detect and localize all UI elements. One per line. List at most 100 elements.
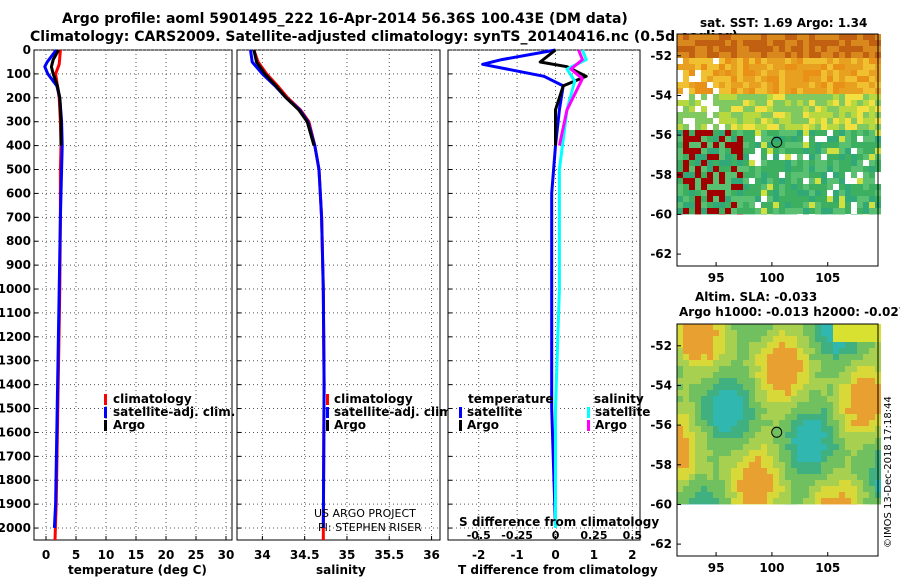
legend-label-t-argo: Argo bbox=[467, 418, 499, 432]
map-cell bbox=[737, 190, 743, 196]
map-cell bbox=[779, 390, 785, 396]
map-cell bbox=[707, 136, 713, 142]
map-cell bbox=[863, 342, 869, 348]
map-cell bbox=[767, 330, 773, 336]
map-cell bbox=[725, 408, 731, 414]
map-cell bbox=[863, 94, 869, 100]
map-cell bbox=[707, 462, 713, 468]
map-cell bbox=[863, 58, 869, 64]
map-cell bbox=[779, 474, 785, 480]
map-cell bbox=[797, 486, 803, 492]
x-tick-label: -1 bbox=[510, 548, 523, 562]
map-cell bbox=[815, 354, 821, 360]
map-cell bbox=[815, 46, 821, 52]
map-cell bbox=[815, 58, 821, 64]
map-cell bbox=[689, 166, 695, 172]
map-cell bbox=[863, 208, 869, 214]
map-cell bbox=[713, 130, 719, 136]
map-cell bbox=[791, 130, 797, 136]
map-cell bbox=[845, 106, 851, 112]
map-cell bbox=[845, 390, 851, 396]
map-cell bbox=[863, 396, 869, 402]
map-cell bbox=[719, 166, 725, 172]
map-cell bbox=[779, 58, 785, 64]
map-cell bbox=[743, 348, 749, 354]
legend-label-climatology: climatology bbox=[334, 392, 413, 406]
map-cell bbox=[761, 40, 767, 46]
map-cell bbox=[737, 360, 743, 366]
map-cell bbox=[737, 142, 743, 148]
map-cell bbox=[755, 100, 761, 106]
map-cell bbox=[791, 330, 797, 336]
map-cell bbox=[731, 118, 737, 124]
map-cell bbox=[677, 130, 683, 136]
t-difference-axis-labels: -2 -1 0 1 2 bbox=[472, 548, 636, 562]
map-cell bbox=[755, 166, 761, 172]
map-cell bbox=[725, 414, 731, 420]
map-cell bbox=[731, 178, 737, 184]
map-cell bbox=[701, 432, 707, 438]
map-cell bbox=[761, 34, 767, 40]
map-cell bbox=[707, 70, 713, 76]
map-cell bbox=[713, 408, 719, 414]
map-cell bbox=[797, 94, 803, 100]
map-cell bbox=[809, 130, 815, 136]
map-cell bbox=[683, 474, 689, 480]
map-cell bbox=[731, 432, 737, 438]
map-cell bbox=[869, 46, 875, 52]
map-cell bbox=[719, 324, 725, 330]
map-cell bbox=[845, 58, 851, 64]
map-cell bbox=[749, 390, 755, 396]
map-cell bbox=[857, 166, 863, 172]
map-cell bbox=[713, 40, 719, 46]
map-cell bbox=[827, 196, 833, 202]
map-cell bbox=[773, 166, 779, 172]
map-cell bbox=[743, 46, 749, 52]
map-cell bbox=[713, 456, 719, 462]
map-cell bbox=[707, 76, 713, 82]
map-cell bbox=[785, 432, 791, 438]
map-cell bbox=[851, 106, 857, 112]
map-cell bbox=[725, 360, 731, 366]
title-line-1: Argo profile: aoml 5901495_222 16-Apr-20… bbox=[62, 11, 628, 27]
map-cell bbox=[713, 172, 719, 178]
map-cell bbox=[719, 70, 725, 76]
map-cell bbox=[713, 378, 719, 384]
map-cell bbox=[695, 324, 701, 330]
map-cell bbox=[725, 336, 731, 342]
map-cell bbox=[719, 498, 725, 504]
map-cell bbox=[731, 208, 737, 214]
map-cell bbox=[761, 64, 767, 70]
map-cell bbox=[839, 486, 845, 492]
map-cell bbox=[851, 348, 857, 354]
map-cell bbox=[761, 148, 767, 154]
map-cell bbox=[851, 432, 857, 438]
map-cell bbox=[857, 124, 863, 130]
map-cell bbox=[797, 130, 803, 136]
map-cell bbox=[719, 354, 725, 360]
map-cell bbox=[803, 130, 809, 136]
map-cell bbox=[857, 100, 863, 106]
map-cell bbox=[695, 202, 701, 208]
map-cell bbox=[827, 172, 833, 178]
map-cell bbox=[785, 480, 791, 486]
map-cell bbox=[779, 420, 785, 426]
map-cell bbox=[737, 474, 743, 480]
map-cell bbox=[767, 450, 773, 456]
map-cell bbox=[809, 432, 815, 438]
map-cell bbox=[695, 40, 701, 46]
map-cell bbox=[719, 336, 725, 342]
map-cell bbox=[869, 136, 875, 142]
map-cell bbox=[803, 348, 809, 354]
map-cell bbox=[821, 136, 827, 142]
map-cell bbox=[743, 88, 749, 94]
map-cell bbox=[749, 420, 755, 426]
map-cell bbox=[713, 324, 719, 330]
map-cell bbox=[707, 450, 713, 456]
map-cell bbox=[719, 330, 725, 336]
map-cell bbox=[869, 190, 875, 196]
map-cell bbox=[689, 384, 695, 390]
map-cell bbox=[797, 342, 803, 348]
map-cell bbox=[725, 88, 731, 94]
map-cell bbox=[815, 154, 821, 160]
